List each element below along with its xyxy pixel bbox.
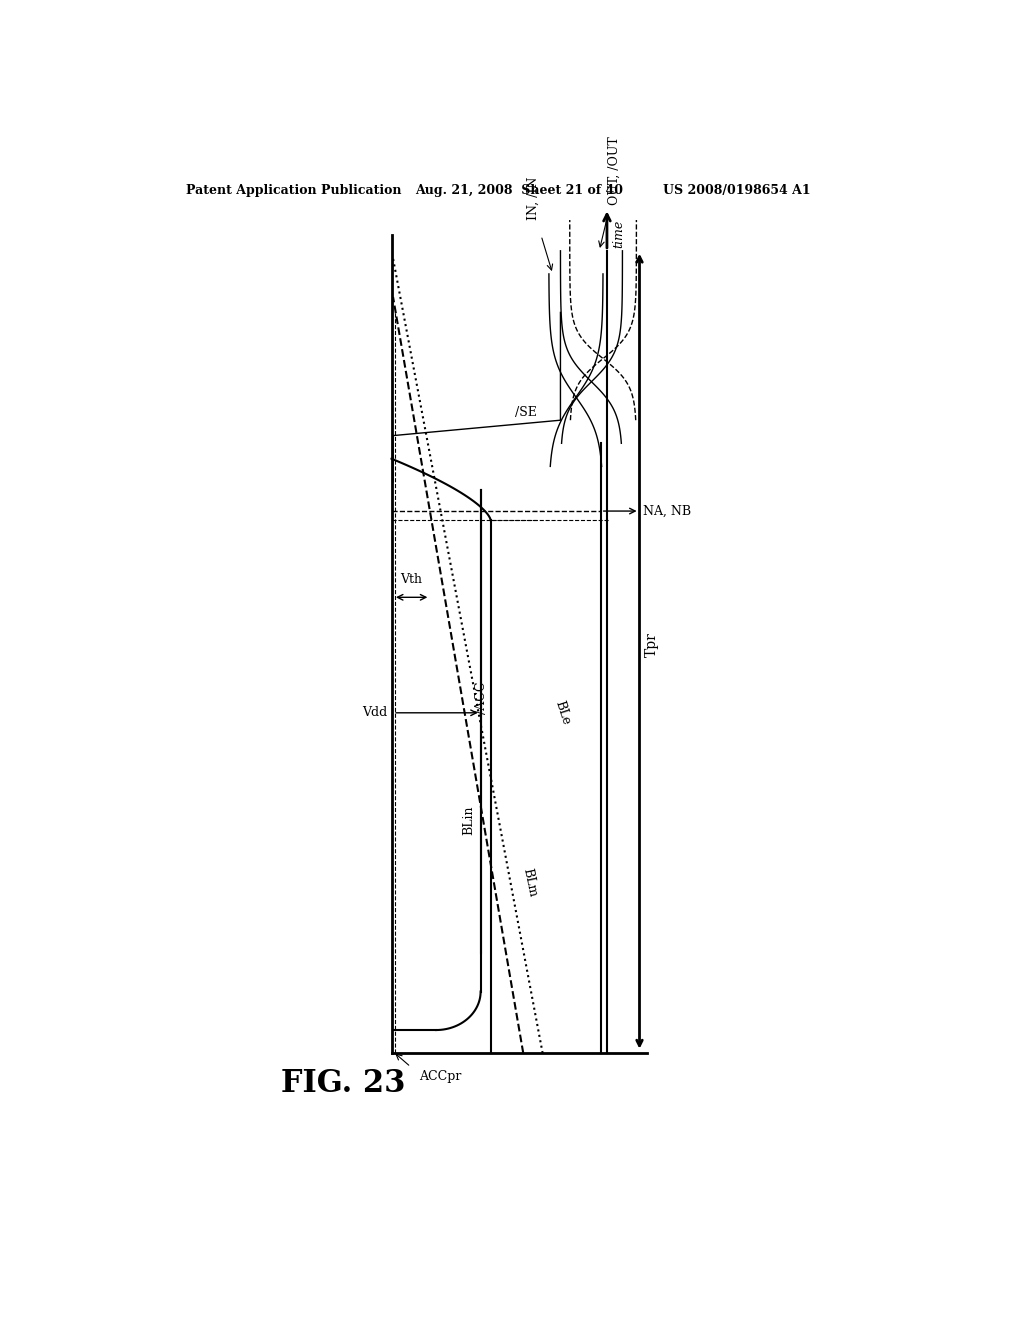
Text: ACCpr: ACCpr <box>419 1071 461 1084</box>
Text: Vdd: Vdd <box>362 706 388 719</box>
Text: IN, /IN: IN, /IN <box>526 177 540 220</box>
Text: time: time <box>612 220 626 248</box>
Text: Tpr: Tpr <box>645 632 658 657</box>
Text: US 2008/0198654 A1: US 2008/0198654 A1 <box>663 185 810 197</box>
Text: FIG. 23: FIG. 23 <box>282 1068 406 1100</box>
Text: BLin: BLin <box>463 805 475 836</box>
Text: /ACC: /ACC <box>475 681 487 714</box>
Text: Vth: Vth <box>400 573 422 586</box>
Text: Patent Application Publication: Patent Application Publication <box>186 185 401 197</box>
Text: BLe: BLe <box>552 700 572 726</box>
Text: BLm: BLm <box>520 866 539 898</box>
Text: /SE: /SE <box>515 407 538 418</box>
Text: OUT, /OUT: OUT, /OUT <box>608 136 622 205</box>
Text: NA, NB: NA, NB <box>643 504 691 517</box>
Text: Aug. 21, 2008  Sheet 21 of 40: Aug. 21, 2008 Sheet 21 of 40 <box>415 185 623 197</box>
